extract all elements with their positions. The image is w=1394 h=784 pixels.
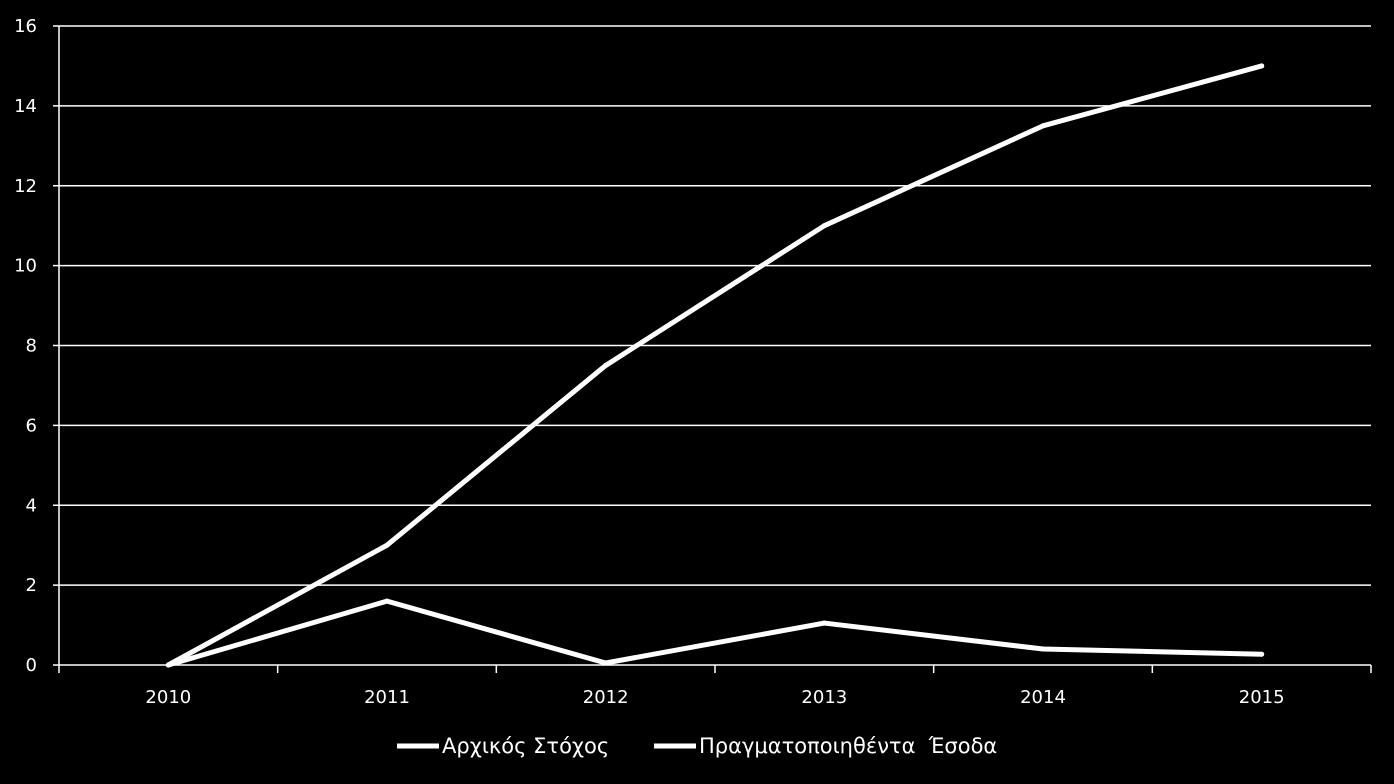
y-tick-label: 10 — [14, 256, 37, 277]
data-point — [384, 598, 390, 604]
x-axis-ticks: 2010 2011 2012 2013 2014 2015 — [145, 687, 1284, 708]
gridlines — [59, 25, 1371, 586]
axes — [53, 25, 1372, 673]
data-point — [1259, 63, 1265, 69]
x-tick-label: 2011 — [364, 687, 410, 708]
legend: Αρχικός Στόχος Πραγματοποιηθέντα Έσοδα — [397, 734, 997, 758]
y-tick-label: 6 — [26, 415, 37, 436]
data-point — [1259, 651, 1265, 657]
y-tick-label: 4 — [26, 495, 37, 516]
y-tick-label: 0 — [26, 655, 37, 676]
data-point — [384, 542, 390, 548]
data-point — [165, 662, 171, 668]
x-tick-label: 2014 — [1020, 687, 1066, 708]
data-point — [1040, 646, 1046, 652]
series — [165, 63, 1265, 668]
legend-label: Αρχικός Στόχος — [442, 734, 609, 758]
y-tick-label: 8 — [26, 336, 37, 357]
data-point — [1040, 123, 1046, 129]
data-point — [603, 660, 609, 666]
x-tick-label: 2015 — [1239, 687, 1285, 708]
data-point — [603, 362, 609, 368]
y-axis-ticks: 0 2 4 6 8 10 12 14 16 — [14, 16, 37, 676]
series-line — [165, 63, 1265, 668]
x-tick-label: 2010 — [145, 687, 191, 708]
series-line — [165, 598, 1265, 668]
y-tick-label: 16 — [14, 16, 37, 37]
data-point — [821, 620, 827, 626]
legend-label: Πραγματοποιηθέντα Έσοδα — [699, 734, 997, 758]
y-tick-label: 2 — [26, 575, 37, 596]
x-tick-label: 2013 — [801, 687, 847, 708]
data-point — [821, 223, 827, 229]
y-tick-label: 12 — [14, 176, 37, 197]
x-tick-label: 2012 — [583, 687, 629, 708]
y-tick-label: 14 — [14, 96, 37, 117]
